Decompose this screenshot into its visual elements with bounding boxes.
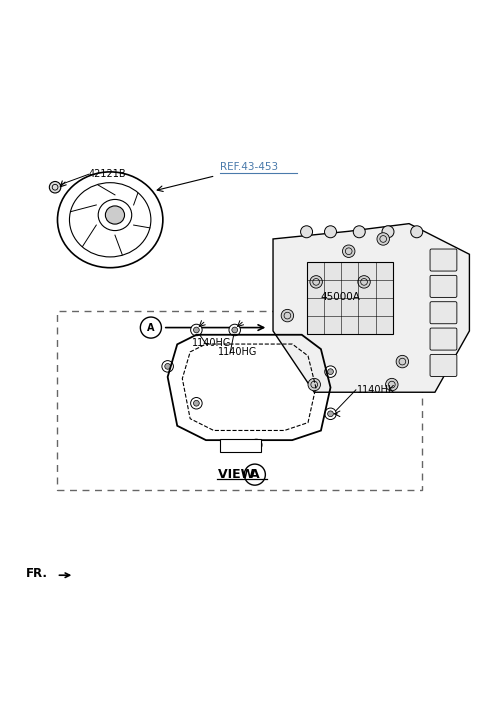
Circle shape (253, 442, 259, 448)
FancyBboxPatch shape (430, 328, 457, 350)
Ellipse shape (324, 226, 336, 238)
Text: 1140HG: 1140HG (192, 338, 231, 348)
Bar (220, 438, 261, 452)
Circle shape (377, 233, 389, 245)
FancyBboxPatch shape (430, 249, 457, 271)
Circle shape (251, 439, 262, 451)
Circle shape (308, 378, 320, 391)
Text: 1140HK: 1140HK (357, 385, 395, 395)
Circle shape (310, 276, 322, 288)
Circle shape (165, 364, 171, 369)
Circle shape (328, 411, 333, 417)
Text: A: A (147, 323, 155, 332)
Ellipse shape (105, 206, 125, 224)
Bar (307, 262, 393, 334)
Text: VIEW: VIEW (218, 468, 259, 481)
Circle shape (396, 356, 409, 368)
Circle shape (194, 401, 199, 406)
Ellipse shape (382, 226, 394, 238)
Circle shape (162, 361, 173, 372)
Circle shape (194, 327, 199, 333)
Text: REF.43-453: REF.43-453 (220, 162, 278, 172)
Text: A: A (250, 468, 260, 481)
FancyBboxPatch shape (430, 276, 457, 297)
Circle shape (325, 408, 336, 419)
Circle shape (358, 276, 370, 288)
Circle shape (328, 369, 333, 374)
FancyBboxPatch shape (430, 354, 457, 377)
Text: 1140HG: 1140HG (218, 347, 257, 356)
Circle shape (342, 245, 355, 257)
Bar (57, 311, 422, 491)
FancyBboxPatch shape (430, 302, 457, 324)
Circle shape (191, 398, 202, 409)
Text: 42121B: 42121B (89, 169, 126, 180)
Circle shape (281, 310, 294, 322)
Circle shape (49, 182, 61, 193)
Ellipse shape (411, 226, 422, 238)
Circle shape (232, 327, 238, 333)
Circle shape (325, 366, 336, 377)
Polygon shape (273, 224, 469, 393)
Circle shape (229, 324, 240, 336)
Ellipse shape (353, 226, 365, 238)
Ellipse shape (301, 226, 312, 238)
Circle shape (191, 324, 202, 336)
Circle shape (386, 378, 398, 391)
Text: 45000A: 45000A (321, 292, 361, 302)
Text: FR.: FR. (26, 567, 48, 580)
